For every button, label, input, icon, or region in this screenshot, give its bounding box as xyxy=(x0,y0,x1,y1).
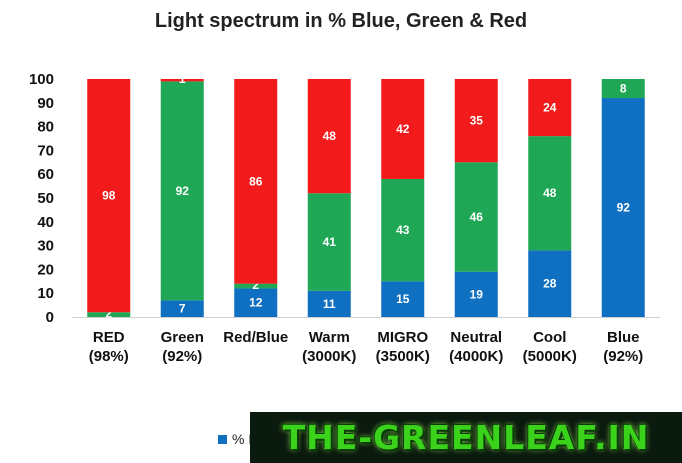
data-label: 86 xyxy=(249,174,263,188)
y-tick-label: 100 xyxy=(29,71,54,88)
category-label: Red/Blue xyxy=(223,329,288,346)
bar-segment xyxy=(454,79,498,163)
watermark-text: THE-GREENLEAF.IN xyxy=(282,418,650,457)
bar-segment xyxy=(528,136,572,251)
y-tick-label: 20 xyxy=(37,261,54,278)
bar-segment xyxy=(454,162,498,272)
data-label: 8 xyxy=(620,82,627,96)
data-label: 2 xyxy=(105,307,112,321)
chart-title: Light spectrum in % Blue, Green & Red xyxy=(154,10,528,32)
data-label: 92 xyxy=(617,201,631,215)
legend-swatch xyxy=(218,434,227,444)
bar-segment xyxy=(307,290,351,317)
bar-segment xyxy=(234,288,278,317)
y-tick-label: 0 xyxy=(46,309,54,326)
bar-segment xyxy=(601,98,645,317)
category-label: Neutral xyxy=(450,329,502,346)
data-label: 24 xyxy=(543,101,557,115)
category-sublabel: (5000K) xyxy=(523,348,577,365)
data-label: 12 xyxy=(249,296,263,310)
data-label: 15 xyxy=(396,292,410,306)
bar-segment xyxy=(601,79,645,99)
data-label: 7 xyxy=(179,302,186,316)
data-label: 46 xyxy=(470,210,484,224)
data-label: 41 xyxy=(323,235,337,249)
data-label: 19 xyxy=(470,287,484,301)
y-tick-label: 90 xyxy=(37,95,54,112)
bar-segment xyxy=(307,79,351,194)
bar-segment xyxy=(381,281,425,317)
y-tick-label: 40 xyxy=(37,214,54,231)
category-label: MIGRO xyxy=(377,329,428,346)
bar-segment xyxy=(87,312,131,317)
watermark-logo: THE-GREENLEAF.IN xyxy=(250,412,682,463)
category-sublabel: (98%) xyxy=(89,348,129,365)
data-label: 98 xyxy=(102,189,116,203)
category-label: Green xyxy=(161,329,204,346)
data-label: 92 xyxy=(176,184,190,198)
data-label: 48 xyxy=(323,129,337,143)
category-sublabel: (4000K) xyxy=(449,348,503,365)
data-label: 1 xyxy=(179,72,186,86)
data-label: 43 xyxy=(396,223,410,237)
bar-segment xyxy=(234,283,278,289)
y-tick-label: 70 xyxy=(37,142,54,159)
data-label: 35 xyxy=(470,114,484,128)
y-tick-label: 60 xyxy=(37,166,54,183)
bar-segment xyxy=(381,79,425,179)
bar-segment xyxy=(381,178,425,282)
bar-segment xyxy=(528,250,572,317)
data-label: 11 xyxy=(323,297,336,311)
category-label: Warm xyxy=(309,329,350,346)
bar-segment xyxy=(160,79,204,82)
category-sublabel: (92%) xyxy=(162,348,202,365)
y-tick-label: 50 xyxy=(37,190,54,207)
category-sublabel: (3000K) xyxy=(302,348,356,365)
bar-segment xyxy=(160,300,204,317)
category-label: RED xyxy=(93,329,125,346)
category-label: Cool xyxy=(533,329,566,346)
bar-segment xyxy=(307,193,351,291)
category-sublabel: (3500K) xyxy=(376,348,430,365)
category-sublabel: (92%) xyxy=(603,348,643,365)
y-tick-label: 80 xyxy=(37,119,54,136)
y-tick-label: 10 xyxy=(37,285,54,302)
category-label: Blue xyxy=(607,329,640,346)
bar-segment xyxy=(454,271,498,317)
data-label: 48 xyxy=(543,186,557,200)
bar-segment xyxy=(528,79,572,137)
data-label: 42 xyxy=(396,122,410,136)
data-label: 28 xyxy=(543,277,557,291)
bar-segment xyxy=(160,81,204,301)
bar-segment xyxy=(234,79,278,284)
data-label: 2 xyxy=(252,278,259,292)
y-tick-label: 30 xyxy=(37,238,54,255)
bar-segment xyxy=(87,79,131,313)
